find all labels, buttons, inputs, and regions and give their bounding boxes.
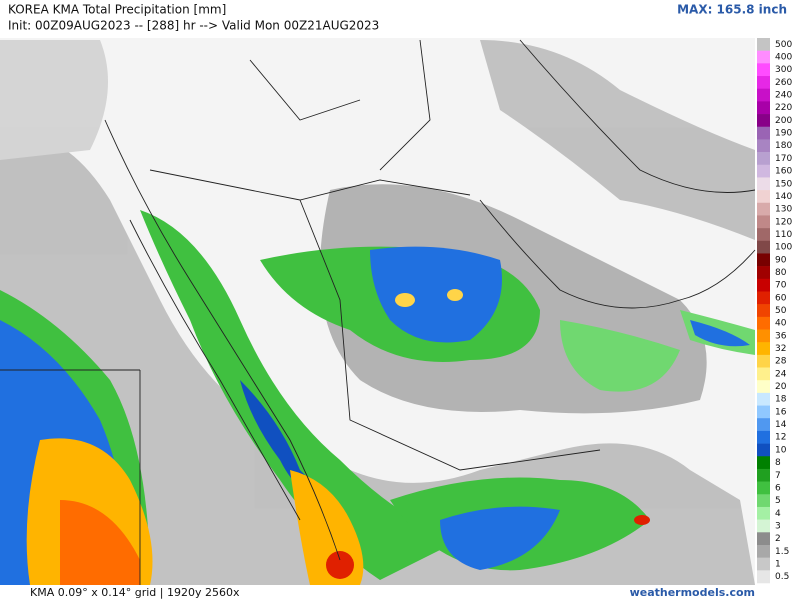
legend-label: 100 (775, 243, 792, 253)
legend-swatch (757, 456, 770, 470)
legend-label: 4 (775, 509, 781, 519)
legend-swatch (757, 63, 770, 77)
legend-label: 180 (775, 141, 792, 151)
legend-swatch (757, 392, 770, 406)
legend-label: 110 (775, 230, 792, 240)
legend-label: 6 (775, 483, 781, 493)
legend-swatch (757, 266, 770, 280)
legend-label: 2 (775, 534, 781, 544)
legend-swatch (757, 430, 770, 444)
legend-swatch (757, 291, 770, 305)
legend-label: 18 (775, 395, 787, 405)
legend-swatch (757, 202, 770, 216)
init-info: Init: 00Z09AUG2023 -- [288] hr --> Valid… (8, 19, 379, 33)
legend-swatch (757, 114, 770, 128)
legend-label: 3 (775, 521, 781, 531)
legend-label: 1.5 (775, 547, 789, 557)
legend-swatch (757, 316, 770, 330)
legend-label: 120 (775, 217, 792, 227)
legend-label: 80 (775, 268, 787, 278)
legend-label: 24 (775, 369, 787, 379)
legend-swatch (757, 367, 770, 381)
legend-label: 50 (775, 306, 787, 316)
legend-label: 36 (775, 331, 787, 341)
legend-label: 160 (775, 167, 792, 177)
legend-label: 12 (775, 433, 786, 443)
legend-swatch (757, 164, 770, 178)
legend-swatch (757, 468, 770, 482)
legend-swatch (757, 177, 770, 191)
borders (0, 39, 756, 585)
legend-label: 1 (775, 559, 781, 569)
footer-band (0, 585, 800, 600)
legend-label: 300 (775, 65, 792, 75)
max-label: MAX: 165.8 inch (677, 3, 787, 17)
legend-swatch (757, 494, 770, 508)
legend-swatch (757, 190, 770, 204)
legend-label: 20 (775, 382, 787, 392)
legend-swatch (757, 253, 770, 267)
legend-swatch (757, 240, 770, 254)
legend-label: 7 (775, 471, 781, 481)
legend-swatch (757, 88, 770, 102)
legend-label: 240 (775, 91, 792, 101)
legend-label: 150 (775, 179, 792, 189)
legend-swatch (757, 380, 770, 394)
legend-swatch (757, 139, 770, 153)
precip-warm (26, 289, 650, 585)
legend-label: 40 (775, 319, 787, 329)
legend-label: 8 (775, 458, 781, 468)
legend-label: 5 (775, 496, 781, 506)
legend-swatch (757, 228, 770, 242)
legend-swatch (757, 50, 770, 64)
legend-label: 60 (775, 293, 787, 303)
legend-label: 170 (775, 154, 792, 164)
legend-label: 32 (775, 344, 786, 354)
legend-label: 28 (775, 357, 787, 367)
legend-swatch (757, 342, 770, 356)
legend-swatch (757, 481, 770, 495)
legend-swatch (757, 557, 770, 571)
legend-label: 200 (775, 116, 792, 126)
title: KOREA KMA Total Precipitation [mm] (8, 3, 226, 17)
color-legend: 5004003002602402202001901801701601501401… (757, 38, 792, 584)
legend-label: 260 (775, 78, 792, 88)
legend-swatch (757, 405, 770, 419)
legend-swatch (757, 418, 770, 432)
legend-swatch (757, 519, 770, 533)
legend-swatch (757, 76, 770, 89)
legend-label: 140 (775, 192, 792, 202)
legend-swatch (757, 544, 770, 558)
legend-swatch (757, 101, 770, 115)
legend-swatch (757, 215, 770, 229)
legend-swatch (757, 443, 770, 457)
legend-swatch (757, 329, 770, 343)
map (0, 38, 756, 585)
legend-swatch (757, 38, 770, 51)
legend-label: 90 (775, 255, 787, 265)
legend-label: 190 (775, 129, 792, 139)
legend-swatch (757, 354, 770, 368)
header-band (0, 0, 800, 38)
legend-label: 500 (775, 40, 792, 50)
legend-swatch (757, 304, 770, 318)
site-credit: weathermodels.com (630, 586, 755, 599)
legend-label: 220 (775, 103, 792, 113)
legend-label: 130 (775, 205, 792, 215)
legend-swatch (757, 532, 770, 546)
legend-label: 14 (775, 420, 787, 430)
legend-swatch (757, 126, 770, 140)
legend-label: 10 (775, 445, 787, 455)
legend-label: 400 (775, 53, 792, 63)
legend-swatch (757, 570, 770, 584)
legend-label: 16 (775, 407, 787, 417)
legend-swatch (757, 278, 770, 292)
legend-swatch (757, 152, 770, 166)
legend-swatch (757, 506, 770, 520)
legend-label: 0.5 (775, 572, 789, 582)
grid-info: KMA 0.09° x 0.14° grid | 1920y 2560x (30, 586, 240, 599)
legend-label: 70 (775, 281, 787, 291)
